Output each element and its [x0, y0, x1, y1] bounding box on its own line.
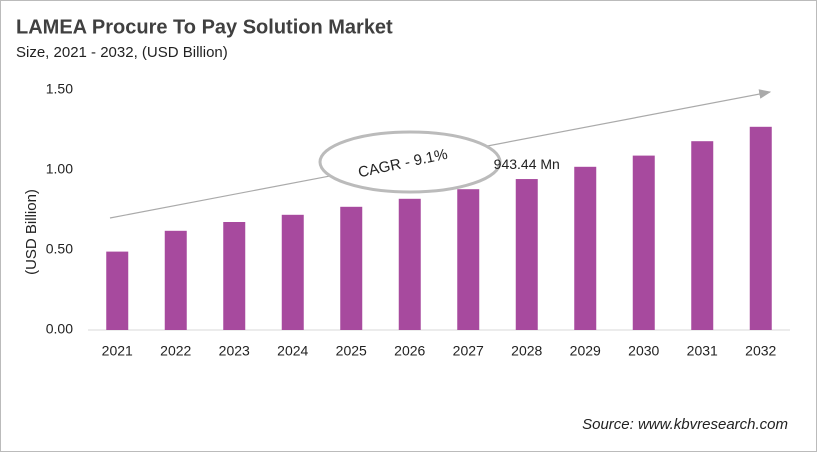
- bar: [340, 206, 363, 330]
- cagr-ellipse: [318, 130, 502, 194]
- y-tick-label: 1.00: [46, 161, 73, 177]
- x-tick-label: 2030: [628, 343, 659, 359]
- bar: [632, 155, 655, 330]
- bar: [574, 166, 597, 330]
- x-tick-label: 2027: [453, 343, 484, 359]
- source: Source: www.kbvresearch.com: [582, 416, 788, 433]
- y-tick-label: 1.50: [46, 81, 73, 97]
- x-tick-label: 2023: [219, 343, 250, 359]
- x-tick-label: 2029: [570, 343, 601, 359]
- x-tick-label: 2032: [745, 343, 776, 359]
- bar: [515, 179, 538, 330]
- bar: [457, 189, 480, 330]
- y-axis-label: (USD Billion): [23, 189, 40, 275]
- bar: [223, 222, 246, 330]
- x-tick-label: 2022: [160, 343, 191, 359]
- bar: [691, 141, 714, 330]
- chart-subtitle: Size, 2021 - 2032, (USD Billion): [16, 44, 228, 61]
- y-tick-label: 0.50: [46, 241, 73, 257]
- x-tick-label: 2026: [394, 343, 425, 359]
- value-label: 943.44 Mn: [494, 156, 560, 172]
- y-tick-label: 0.00: [46, 321, 73, 337]
- bar: [164, 230, 187, 330]
- x-tick-label: 2024: [277, 343, 308, 359]
- bar: [749, 126, 772, 330]
- bar: [281, 214, 304, 330]
- chart-title: LAMEA Procure To Pay Solution Market: [16, 16, 393, 38]
- x-tick-label: 2028: [511, 343, 542, 359]
- x-tick-label: 2021: [102, 343, 133, 359]
- bar: [398, 198, 421, 330]
- bar: [106, 251, 129, 330]
- x-tick-label: 2031: [687, 343, 718, 359]
- x-tick-label: 2025: [336, 343, 367, 359]
